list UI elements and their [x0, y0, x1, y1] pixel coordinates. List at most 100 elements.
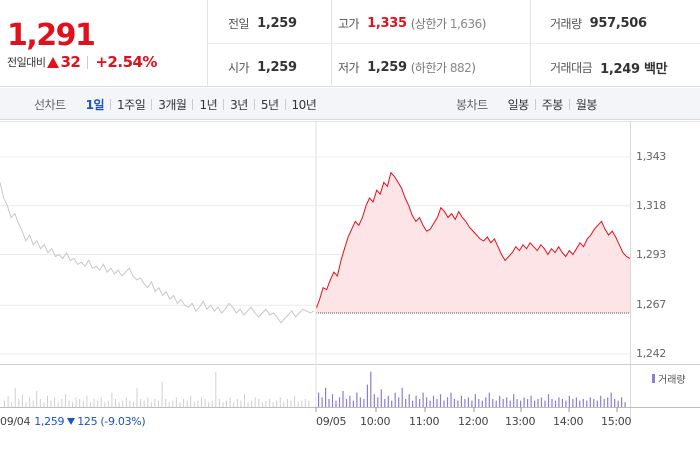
up-triangle-icon	[47, 56, 60, 68]
volume-bar-prev	[50, 400, 52, 407]
change-percent: +2.54%	[95, 53, 157, 71]
volume-bar-today	[537, 399, 539, 407]
volume-bar-today	[509, 400, 511, 407]
volume-bar-today	[593, 399, 595, 407]
volume-bar-today	[492, 399, 494, 407]
tab-separator	[110, 98, 112, 110]
volume-bar-prev	[43, 402, 45, 407]
volume-bar-prev	[147, 397, 149, 407]
tab-candle-2[interactable]: 월봉	[575, 97, 598, 112]
prev-day-date: 09/04	[0, 415, 31, 428]
volume-bar-today	[568, 395, 570, 407]
volume-bar-prev	[104, 402, 106, 407]
volume-bar-today	[527, 399, 529, 407]
x-tick-label: 11:00	[409, 415, 440, 428]
prev-close-label: 전일	[228, 16, 250, 31]
volume-bar-today	[624, 402, 626, 407]
tab-separator	[151, 98, 153, 110]
quote-panel: 1,291 전일대비 32 +2.54% 전일 1,259 시가 1,259 고…	[0, 0, 700, 87]
volume-bar-today	[422, 392, 424, 407]
low-label: 저가	[338, 60, 360, 75]
volume-bar-prev	[190, 395, 192, 407]
volume-bar-today	[506, 397, 508, 407]
tab-line-2[interactable]: 3개월	[158, 97, 187, 112]
volume-bar-today	[366, 384, 368, 407]
tab-separator	[534, 98, 536, 110]
volume-bar-today	[516, 399, 518, 407]
volume-bar-prev	[79, 399, 81, 407]
change-label: 전일대비	[7, 56, 46, 69]
volume-bar-prev	[29, 397, 31, 407]
candle-chart-title: 봉차트	[456, 97, 488, 112]
prev-close-value: 1,259	[257, 15, 297, 31]
turnover-label: 거래대금	[550, 60, 593, 75]
volume-bar-today	[380, 389, 382, 407]
volume-bar-prev	[304, 399, 306, 407]
tab-line-5[interactable]: 5년	[260, 97, 279, 112]
volume-bar-today	[384, 399, 386, 407]
volume-bar-prev	[279, 397, 281, 407]
volume-bar-today	[481, 400, 483, 407]
volume-bar-prev	[218, 399, 220, 407]
volume-bar-today	[600, 395, 602, 407]
volume-bar-today	[408, 394, 410, 407]
volume-bar-prev	[283, 402, 285, 407]
volume-bar-today	[443, 400, 445, 407]
volume-bar-prev	[183, 399, 185, 407]
intraday-chart: 1,343 1,318 1,293 1,267 1,242 거래량 09/04 1,25…	[0, 121, 700, 450]
change-separator	[87, 55, 89, 69]
volume-bar-today	[338, 397, 341, 407]
volume-bar-today	[607, 397, 609, 407]
volume-bar-prev	[39, 399, 41, 407]
volume-bar-prev	[132, 402, 134, 407]
y-tick-label: 1,242	[636, 347, 666, 360]
volume-bar-prev	[140, 399, 142, 407]
volume-bar-prev	[122, 400, 124, 407]
volume-bar-prev	[197, 400, 199, 407]
tab-line-4[interactable]: 3년	[230, 97, 248, 112]
volume-bar-prev	[93, 399, 95, 407]
volume-bar-prev	[4, 400, 5, 407]
volume-bar-today	[460, 395, 462, 407]
volume-bar-today	[335, 400, 337, 407]
tab-separator	[253, 98, 255, 110]
tab-line-0[interactable]: 1일	[85, 97, 105, 112]
tab-line-3[interactable]: 1년	[199, 97, 218, 112]
volume-bar-prev	[32, 400, 34, 407]
volume-bar-today	[586, 400, 588, 407]
volume-bar-prev	[233, 402, 235, 407]
volume-bar-prev	[150, 402, 152, 407]
volume-bar-prev	[208, 402, 210, 407]
volume-bar-prev	[229, 397, 231, 407]
volume-bar-today	[377, 397, 379, 407]
volume-bar-prev	[254, 397, 256, 407]
tab-candle-0[interactable]: 일봉	[507, 97, 530, 112]
volume-bar-today	[401, 387, 403, 407]
volume-bar-today	[429, 400, 431, 407]
volume-bar-prev	[276, 400, 278, 407]
tab-candle-1[interactable]: 주봉	[541, 97, 564, 112]
volume-bar-today	[488, 392, 490, 407]
volume-bar-today	[520, 400, 522, 407]
x-tick-label: 10:00	[360, 415, 391, 428]
volume-bar-today	[621, 397, 623, 407]
volume-bar-prev	[226, 400, 227, 407]
volume-bar-today	[405, 399, 407, 407]
down-triangle-icon	[67, 418, 76, 425]
volume-bar-today	[453, 399, 455, 407]
x-tick-label: 13:00	[505, 415, 536, 428]
volume-bar-today	[432, 395, 435, 407]
prev-close-cell: 전일 1,259	[228, 13, 297, 33]
tab-line-1[interactable]: 1주일	[117, 97, 146, 112]
volume-bar-today	[513, 394, 515, 407]
tab-line-6[interactable]: 10년	[291, 97, 317, 112]
volume-bar-today	[579, 400, 581, 407]
volume-value: 957,506	[589, 15, 647, 31]
volume-bar-today	[321, 397, 323, 407]
candle-chart-tabs: 봉차트 일봉 주봉 월봉	[456, 88, 603, 120]
volume-bar-prev	[161, 381, 163, 407]
volume-bar-today	[412, 400, 414, 407]
volume-bar-prev	[240, 400, 242, 407]
volume-bar-today	[356, 392, 358, 407]
volume-bar-today	[596, 400, 598, 407]
